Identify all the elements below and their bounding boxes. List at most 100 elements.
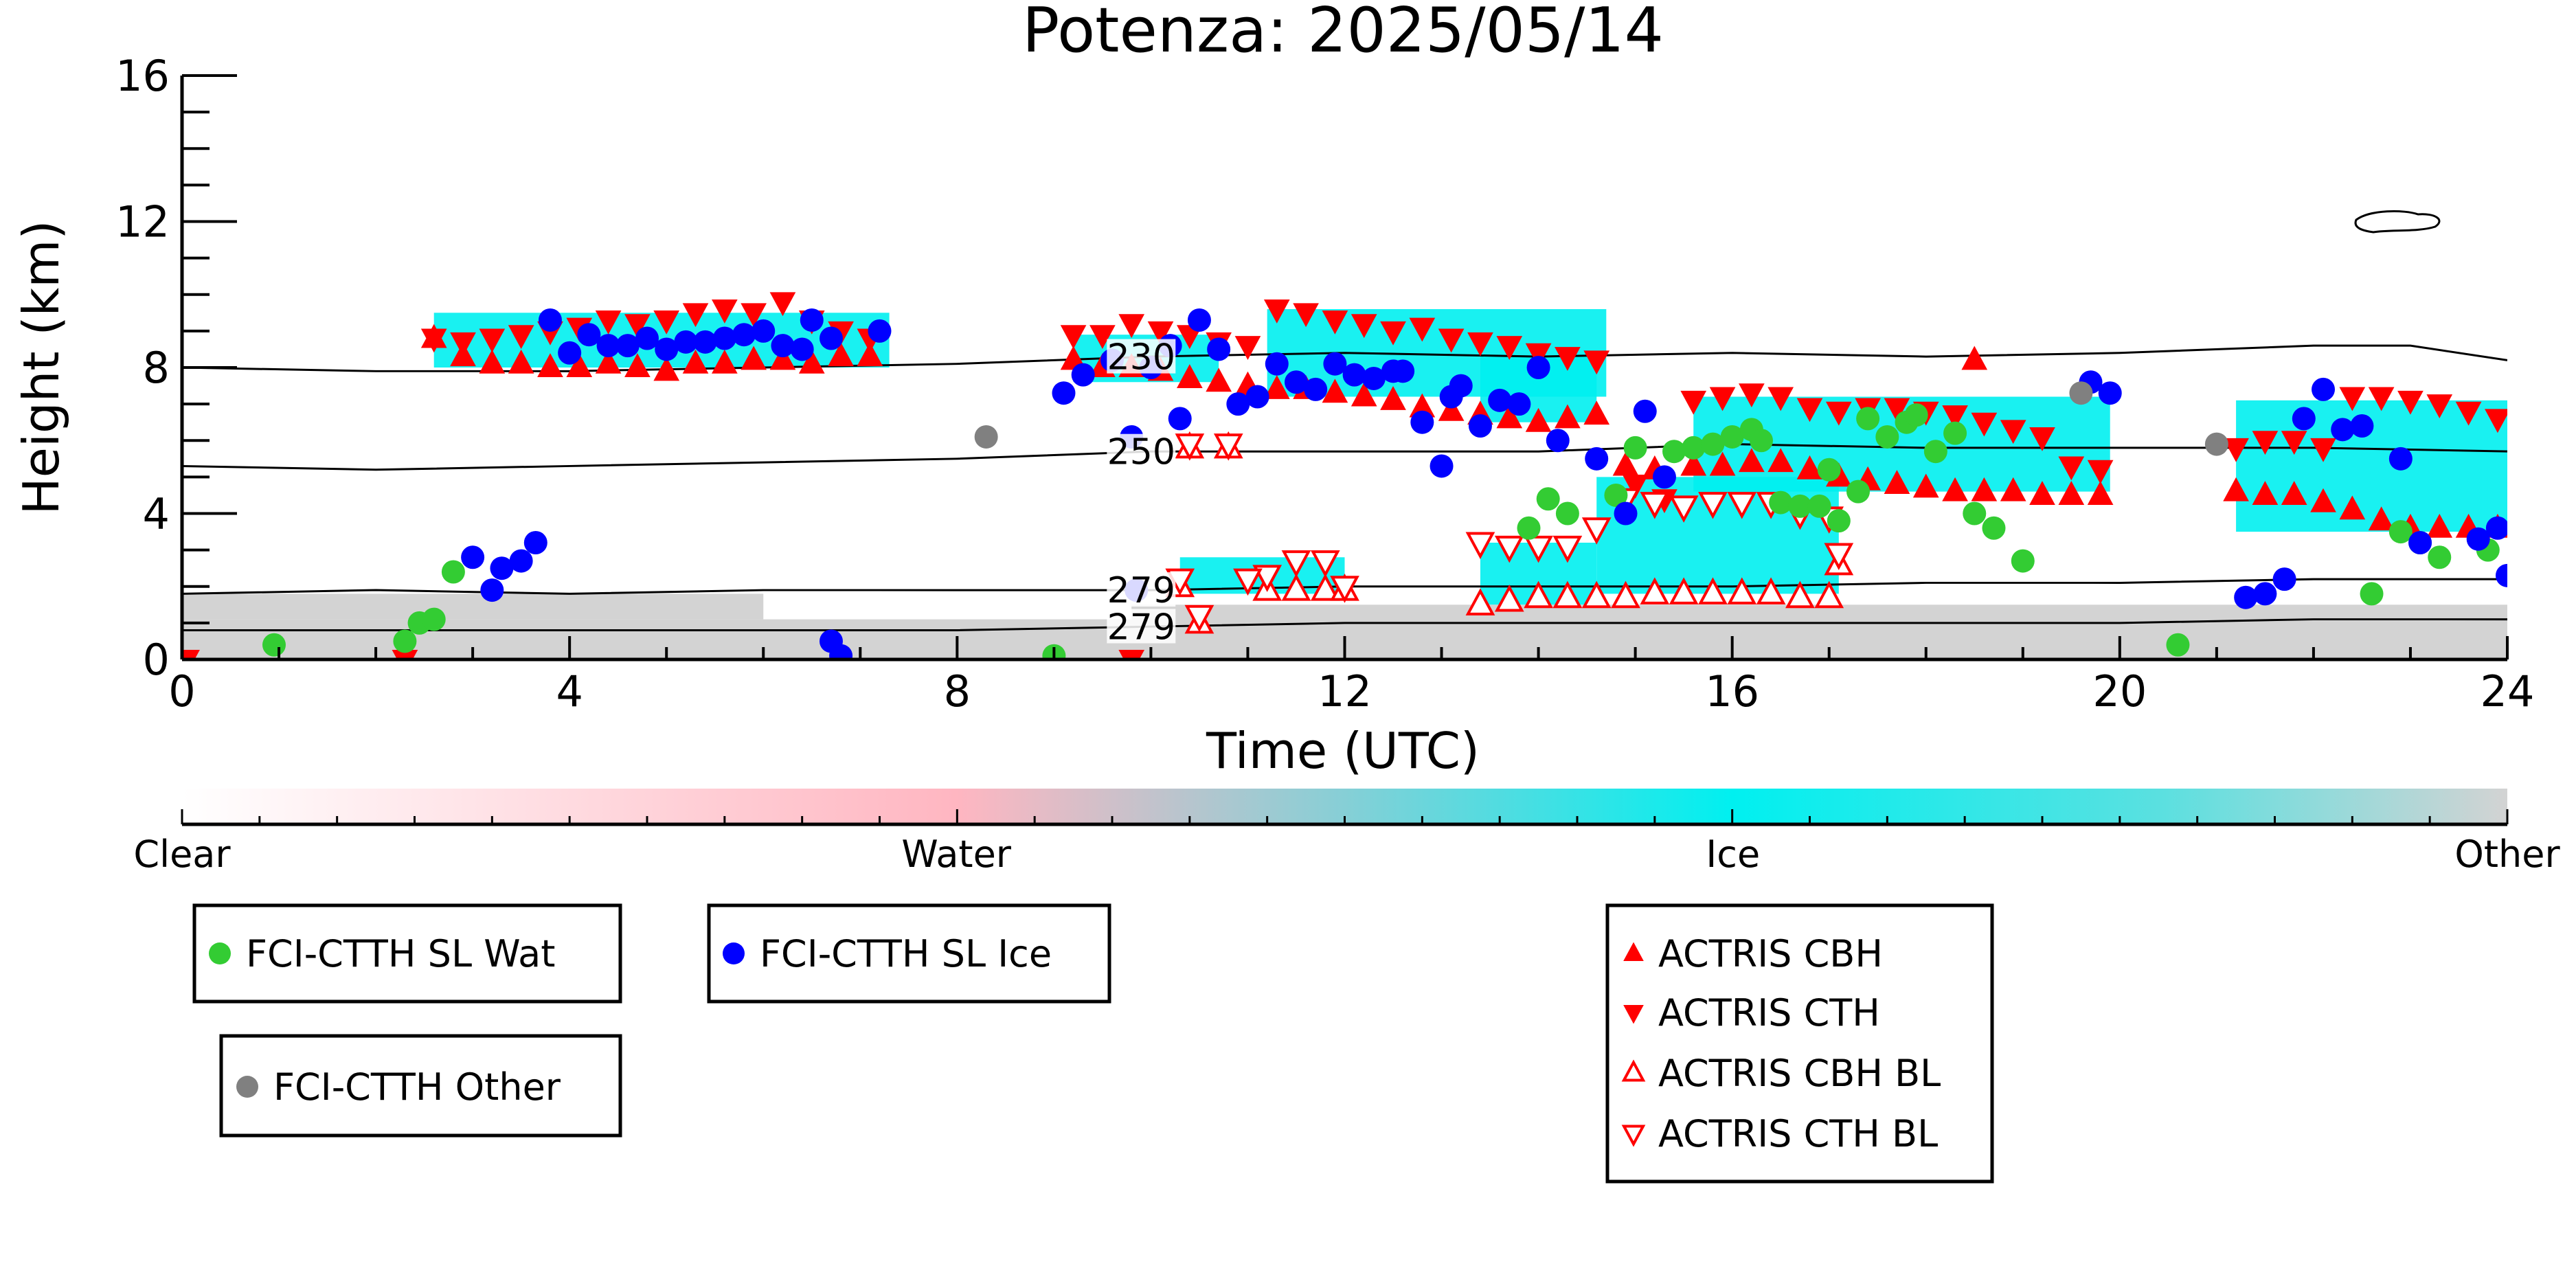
marker-actris-cth-bl xyxy=(1213,433,1243,461)
y-tick-label: 16 xyxy=(115,51,170,101)
marker-fci-ctth-sl-ice xyxy=(523,531,547,554)
marker-actris-cbh xyxy=(682,349,709,374)
marker-fci-ctth-sl-ice xyxy=(752,319,776,343)
contour-label-bg xyxy=(1107,609,1176,644)
marker-actris-cbh-bl xyxy=(1465,588,1495,615)
marker-fci-ctth-sl-ice xyxy=(2272,567,2296,591)
marker-actris-cbh xyxy=(2252,481,2279,505)
marker-actris-cth xyxy=(2000,420,2026,444)
marker-actris-cth xyxy=(1263,300,1290,324)
marker-actris-cth xyxy=(1622,475,1649,499)
marker-actris-cbh xyxy=(1583,400,1610,425)
marker-actris-cbh-bl xyxy=(1756,577,1786,605)
marker-actris-cbh xyxy=(1942,477,1968,501)
marker-fci-ctth-sl-wat xyxy=(1827,509,1851,533)
marker-fci-ctth-sl-ice xyxy=(1526,356,1550,379)
marker-fci-ctth-sl-wat xyxy=(1555,501,1579,526)
marker-actris-cbh xyxy=(1796,455,1823,479)
contour-line xyxy=(182,443,2507,471)
y-tick-label: 0 xyxy=(143,635,170,685)
legend-box-ice xyxy=(707,903,1111,1004)
legend-label: FCI-CTTH SL Ice xyxy=(760,932,1052,975)
marker-fci-ctth-sl-ice xyxy=(480,578,504,602)
marker-actris-cbh xyxy=(2426,513,2453,538)
marker-fci-ctth-sl-ice xyxy=(1342,363,1366,387)
marker-actris-cth xyxy=(1147,321,1174,346)
x-tick-label: 20 xyxy=(2092,666,2147,716)
marker-actris-cth xyxy=(1118,314,1145,339)
marker-fci-ctth-sl-wat xyxy=(1817,457,1841,482)
marker-fci-ctth-sl-ice xyxy=(1362,366,1386,390)
marker-actris-cth xyxy=(2426,394,2453,418)
marker-actris-cbh xyxy=(2368,506,2395,531)
marker-fci-ctth-sl-ice xyxy=(2234,585,2258,609)
marker-actris-cth xyxy=(1555,347,1581,371)
marker-actris-cth-bl xyxy=(1669,495,1699,523)
marker-fci-ctth-sl-wat xyxy=(1982,516,2006,540)
marker-fci-ctth-other xyxy=(2204,432,2228,456)
marker-fci-ctth-sl-ice xyxy=(2408,531,2432,554)
marker-actris-cth xyxy=(1680,390,1707,415)
marker-actris-cth xyxy=(420,328,447,353)
marker-fci-ctth-sl-ice xyxy=(2350,414,2374,438)
marker-actris-cth xyxy=(2058,456,2085,481)
legend-items: FCI-CTTH SL Wat FCI-CTTH SL Ice FCI-CTTH O… xyxy=(209,932,1941,1155)
marker-actris-cth-bl xyxy=(1581,517,1612,545)
marker-actris-cth xyxy=(1525,343,1552,368)
marker-actris-cth xyxy=(2339,387,2366,411)
marker-actris-cth-bl xyxy=(1524,535,1553,563)
marker-fci-ctth-sl-ice xyxy=(693,330,717,354)
contour-label: 279 xyxy=(1107,607,1175,648)
marker-actris-cth xyxy=(1796,398,1823,422)
marker-fci-ctth-sl-ice xyxy=(2098,381,2122,405)
x-tick-label: 0 xyxy=(168,666,195,716)
marker-fci-ctth-sl-ice xyxy=(712,326,736,350)
marker-actris-cth-bl xyxy=(1281,550,1311,578)
marker-actris-cbh xyxy=(1380,385,1406,410)
marker-fci-ctth-sl-ice xyxy=(1052,381,1076,405)
marker-fci-ctth-sl-ice xyxy=(615,334,640,358)
marker-actris-cbh xyxy=(1739,448,1765,473)
legend-marker-fci-ctth-sl-ice xyxy=(723,942,745,964)
marker-fci-ctth-sl-ice xyxy=(490,556,514,580)
marker-actris-cth xyxy=(2252,431,2279,455)
marker-actris-cbh xyxy=(1263,375,1290,399)
marker-actris-cth xyxy=(1971,412,1998,437)
marker-actris-cbh xyxy=(1496,404,1523,429)
marker-actris-cth-bl xyxy=(1252,565,1283,592)
marker-actris-cbh xyxy=(566,353,593,377)
contour-label: 250 xyxy=(1107,432,1175,473)
contour-label-bg xyxy=(1107,433,1176,468)
marker-fci-ctth-sl-wat xyxy=(1904,403,1928,427)
marker-actris-cth xyxy=(1467,332,1493,357)
marker-actris-cth xyxy=(2485,409,2507,433)
legend-label: FCI-CTTH SL Wat xyxy=(246,932,555,975)
marker-actris-cbh xyxy=(828,342,854,367)
marker-fci-ctth-sl-ice xyxy=(2253,582,2277,606)
marker-actris-cth-bl xyxy=(1640,492,1670,519)
marker-fci-ctth-sl-ice xyxy=(2312,377,2336,401)
x-tick-label: 4 xyxy=(556,666,583,716)
marker-fci-ctth-sl-ice xyxy=(1304,377,1328,401)
marker-actris-cbh xyxy=(1438,396,1465,421)
y-tick-label: 4 xyxy=(143,489,170,539)
marker-fci-ctth-sl-ice xyxy=(1507,392,1531,416)
marker-actris-cbh xyxy=(2310,488,2336,512)
marker-actris-cbh xyxy=(1176,364,1203,388)
data-markers xyxy=(182,292,2507,659)
marker-actris-cbh xyxy=(2000,477,2026,501)
marker-fci-ctth-sl-ice xyxy=(1652,465,1676,489)
marker-actris-cbh xyxy=(595,349,622,374)
x-tick-label: 12 xyxy=(1318,666,1372,716)
marker-fci-ctth-sl-wat xyxy=(1923,440,1947,464)
marker-actris-cth xyxy=(1942,405,1968,429)
marker-fci-ctth-sl-ice xyxy=(596,334,620,358)
legend-marker-actris-cth xyxy=(1623,1005,1644,1024)
marker-fci-ctth-sl-wat xyxy=(2360,582,2384,606)
marker-fci-ctth-sl-ice xyxy=(2388,447,2413,471)
marker-fci-ctth-sl-wat xyxy=(1682,436,1706,460)
temperature-contours xyxy=(182,210,2507,631)
marker-fci-ctth-sl-ice xyxy=(2466,527,2490,551)
marker-actris-cbh xyxy=(508,349,534,374)
marker-fci-ctth-sl-wat xyxy=(1604,483,1628,507)
